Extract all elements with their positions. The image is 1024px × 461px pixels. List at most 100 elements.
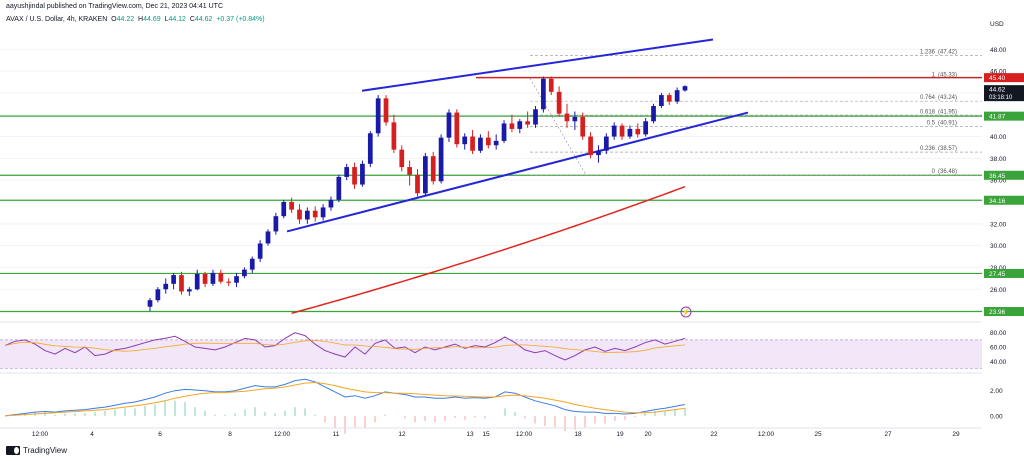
candle-body <box>171 275 176 284</box>
price-tick-label: 46.00 <box>990 69 1007 76</box>
time-tick-label: 12:00 <box>758 431 775 438</box>
candle-body <box>242 269 247 277</box>
fib-level-price: (40.91) <box>938 121 957 127</box>
time-tick-label: 4 <box>90 431 94 438</box>
current-price-tag <box>984 85 1024 102</box>
candle-body <box>289 202 294 210</box>
fib-level-price: (36.48) <box>938 169 957 175</box>
time-tick-label: 27 <box>884 431 892 438</box>
candle-body <box>674 90 680 102</box>
tradingview-logo: TradingView <box>6 446 67 455</box>
time-tick-label: 11 <box>333 431 340 438</box>
level-price-tag <box>984 195 1024 205</box>
symbol-ohlc-line: AVAX / U.S. Dollar, 4h, KRAKEN O44.22 H4… <box>6 16 265 23</box>
publisher-text: aayushjindal published on TradingView.co… <box>6 3 224 10</box>
open-value: 44.22 <box>116 16 135 23</box>
change-value: +0.37 (+0.84%) <box>216 16 265 23</box>
candles-layer: ⚡ <box>147 76 692 318</box>
fib-level-ratio: 0 <box>932 169 936 175</box>
countdown-label: 03:18:10 <box>989 95 1013 101</box>
fib-level-ratio: 0.5 <box>927 121 936 127</box>
rsi-line <box>4 332 686 361</box>
candle-body <box>533 109 538 125</box>
candle-body <box>249 258 255 270</box>
candle-body <box>564 113 570 122</box>
time-tick-label: 22 <box>710 431 718 438</box>
chart-event-icon <box>680 306 692 318</box>
level-price-tag <box>984 307 1024 317</box>
candle-body <box>304 210 310 220</box>
macd-tick-label: 2.00 <box>990 388 1003 395</box>
rsi-tick-label: 80.00 <box>990 330 1007 337</box>
high-label: H <box>138 16 144 23</box>
time-tick-label: 13 <box>466 431 474 438</box>
candle-body <box>635 128 641 135</box>
candle-body <box>438 137 444 182</box>
candle-body <box>643 121 649 135</box>
symbol-text: AVAX / U.S. Dollar, 4h, KRAKEN <box>6 16 108 23</box>
price-tick-label: 26.00 <box>990 287 1007 294</box>
candle-body <box>186 289 192 292</box>
time-tick-label: 25 <box>814 431 822 438</box>
candle-body <box>226 281 232 283</box>
rsi-tick-label: 60.00 <box>990 345 1007 352</box>
candle-body <box>556 91 562 114</box>
price-tick-label: 38.00 <box>990 156 1007 163</box>
candle-body <box>446 112 452 138</box>
candle-body <box>399 149 405 168</box>
chart-event-icon-glyph: ⚡ <box>682 308 691 317</box>
fib-level-price: (47.42) <box>938 50 957 56</box>
candle-body <box>383 98 389 123</box>
price-tick-label: 32.00 <box>990 221 1007 228</box>
candle-body <box>320 207 326 218</box>
fibonacci-layer: 1.236 (47.42) 1 (45.33) 0.764 (43.24) 0.618 (41… <box>529 50 982 176</box>
high-value: 44.69 <box>143 16 161 23</box>
candle-body <box>682 86 688 91</box>
candle-body <box>462 136 468 145</box>
fib-level-ratio: 0.618 <box>920 109 936 115</box>
candle-body <box>265 231 271 244</box>
time-tick-label: 12:00 <box>516 431 533 438</box>
candle-body <box>210 272 216 284</box>
candle-body <box>312 210 318 218</box>
publisher-line: aayushjindal published on TradingView.co… <box>6 3 223 10</box>
candle-body <box>234 276 239 283</box>
price-tick-label: 36.00 <box>990 178 1007 185</box>
lower-channel-trendline <box>286 111 749 233</box>
price-tick-label: 28.00 <box>990 265 1007 272</box>
candle-body <box>541 78 546 110</box>
fib-level-ratio: 0.236 <box>920 146 936 152</box>
candle-body <box>478 137 483 151</box>
level-price-tag <box>984 111 1024 121</box>
level-price-label: 41.87 <box>989 114 1006 121</box>
fib-level-price: (43.24) <box>938 95 957 101</box>
candle-body <box>454 112 460 145</box>
candle-body <box>580 116 586 137</box>
candle-body <box>257 243 263 259</box>
fib-level-ratio: 1 <box>932 72 936 78</box>
candle-body <box>572 116 578 122</box>
candle-body <box>367 133 373 164</box>
price-tick-label: 40.00 <box>990 134 1007 141</box>
level-price-tag <box>984 73 1024 83</box>
upper-channel-trendline <box>361 38 714 92</box>
time-tick-label: 20 <box>644 431 652 438</box>
low-value: 44.12 <box>168 16 186 23</box>
time-tick-label: 18 <box>574 431 582 438</box>
fib-anchor-line <box>529 78 587 176</box>
level-price-tag <box>984 170 1024 180</box>
candle-body <box>470 136 475 151</box>
candle-body <box>344 167 350 177</box>
low-label: L <box>164 16 169 23</box>
price-tick-label: 48.00 <box>990 47 1007 54</box>
candle-body <box>218 272 224 282</box>
fib-level-price: (38.57) <box>938 146 957 152</box>
trendlines-layer <box>286 38 749 233</box>
candle-body <box>509 123 515 129</box>
price-axis-bg <box>984 0 1024 430</box>
candle-body <box>588 136 593 156</box>
time-tick-label: 29 <box>952 431 960 438</box>
time-tick-label: 12:00 <box>32 431 49 438</box>
